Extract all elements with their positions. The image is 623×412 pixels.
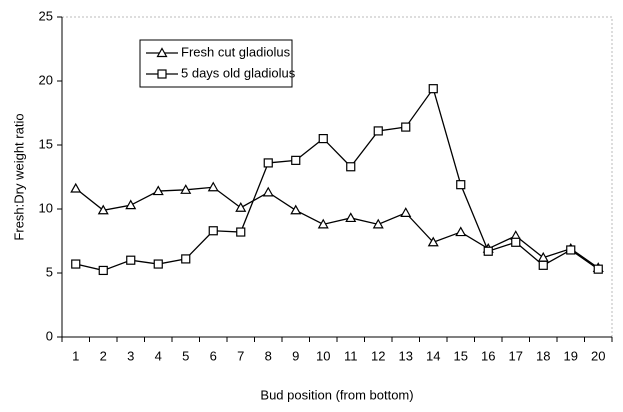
data-point [345,212,357,223]
x-tick-label: 7 [237,348,244,363]
data-point [401,122,411,132]
x-tick-label: 15 [454,348,468,363]
x-tick-label: 11 [344,348,358,363]
data-point [153,259,163,269]
data-point [372,218,384,229]
x-tick-label: 16 [481,348,495,363]
legend-label: 5 days old gladiolus [181,65,296,80]
x-tick-label: 18 [536,348,550,363]
data-point [427,236,439,247]
data-point [262,186,274,197]
x-tick-label: 4 [155,348,162,363]
data-point [97,204,109,215]
series-line [75,186,599,269]
data-point [152,185,164,196]
x-tick-label: 9 [292,348,299,363]
data-point [263,158,273,168]
data-point [126,255,136,265]
data-point [290,204,302,215]
data-point [236,227,246,237]
x-axis-label: Bud position (from bottom) [260,387,413,402]
data-point [456,180,466,190]
data-point [181,254,191,264]
data-point [483,246,493,256]
x-tick-label: 8 [265,348,272,363]
data-point [208,226,218,236]
y-tick-label: 10 [39,200,53,215]
data-point [593,264,603,274]
y-axis-label: Fresh:Dry weight ratio [11,113,26,240]
data-point [538,260,548,270]
x-tick-label: 14 [426,348,440,363]
y-tick-label: 25 [39,8,53,23]
legend-label: Fresh cut gladiolus [181,44,291,59]
data-point [346,162,356,172]
legend-marker [157,69,167,79]
data-point [566,245,576,255]
data-point [455,226,467,237]
x-tick-label: 2 [100,348,107,363]
x-tick-label: 3 [127,348,134,363]
data-point [180,184,192,194]
x-tick-label: 13 [399,348,413,363]
data-point [373,126,383,136]
y-tick-label: 0 [46,328,53,343]
x-tick-label: 17 [509,348,523,363]
data-point [207,181,219,192]
x-tick-label: 6 [210,348,217,363]
data-point [400,207,412,217]
data-point [70,182,82,193]
legend-box [139,39,293,88]
data-point [291,155,301,165]
data-point [511,237,521,247]
data-point [98,265,108,276]
legend: Fresh cut gladiolus 5 days old gladiolus [139,39,296,88]
x-tick-label: 20 [591,348,605,363]
data-point [318,134,328,144]
y-tick-label: 20 [39,72,53,87]
x-tick-label: 5 [182,348,189,363]
data-point [235,201,247,212]
y-tick-label: 15 [39,136,53,151]
legend-marker [156,47,168,58]
x-tick-label: 1 [72,348,79,363]
data-point [428,84,438,94]
y-tick-label: 5 [46,264,53,279]
data-point [125,199,137,210]
x-tick-label: 12 [371,348,385,363]
data-point [317,218,329,229]
data-point [71,259,81,269]
x-tick-label: 19 [564,348,578,363]
x-tick-label: 10 [316,348,330,363]
